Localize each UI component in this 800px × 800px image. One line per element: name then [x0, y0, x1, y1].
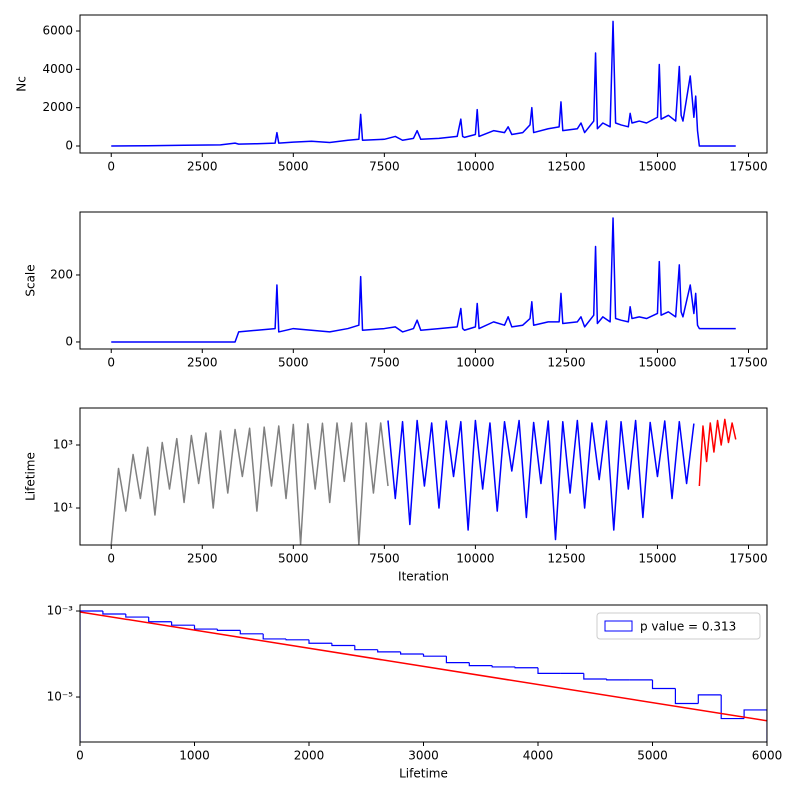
x-tick-label: 7500	[369, 356, 400, 370]
histogram-step	[422, 654, 447, 657]
x-tick-label: 17500	[729, 356, 767, 370]
legend-box	[596, 612, 761, 640]
x-tick-label: 0	[107, 160, 115, 174]
data-line	[387, 419, 695, 541]
x-tick-label: 17500	[729, 552, 767, 566]
y-tick-label: 4000	[42, 62, 73, 76]
y-axis-label: Scale	[24, 264, 38, 296]
x-tick-label: 10000	[456, 356, 494, 370]
x-tick-label: 5000	[637, 749, 668, 763]
x-axis-label: Iteration	[398, 570, 449, 584]
histogram-step	[193, 625, 218, 630]
axes-frame	[79, 211, 768, 350]
histogram-step	[651, 679, 676, 690]
histogram-step	[606, 678, 630, 681]
data-line	[698, 418, 737, 487]
histogram-step	[377, 649, 401, 653]
panel: 0 2500 5000 7500 10000 12500 15000 17500 0 200 Sca…	[24, 211, 768, 370]
y-tick-label: 10³	[53, 438, 73, 452]
x-tick-label: 0	[76, 749, 84, 763]
histogram-step	[239, 630, 264, 635]
histogram-step	[491, 665, 516, 668]
x-tick-label: 12500	[547, 356, 585, 370]
y-axis-label: Nc	[15, 76, 29, 92]
histogram-step	[743, 709, 767, 742]
histogram-step	[125, 614, 149, 618]
histogram-step	[514, 666, 538, 669]
histogram-step	[445, 656, 470, 664]
x-tick-label: 3000	[408, 749, 439, 763]
x-axis-label: Lifetime	[399, 767, 448, 781]
histogram-step	[80, 610, 103, 742]
y-tick-label: 2000	[42, 100, 73, 114]
histogram-step	[537, 667, 561, 674]
x-tick-label: 7500	[369, 160, 400, 174]
y-tick-label: 0	[65, 139, 73, 153]
x-tick-label: 2500	[187, 552, 218, 566]
x-tick-label: 4000	[523, 749, 554, 763]
axes-frame	[79, 407, 768, 546]
plot-area	[110, 418, 737, 545]
legend-patch	[604, 620, 633, 632]
fit-line	[80, 611, 767, 722]
y-tick-label: 10⁻³	[47, 604, 74, 618]
plot-area	[111, 20, 736, 147]
data-line	[111, 20, 736, 147]
x-tick-label: 15000	[638, 552, 676, 566]
histogram-step	[148, 617, 172, 623]
x-tick-label: 1000	[179, 749, 210, 763]
x-tick-label: 7500	[369, 552, 400, 566]
plot-area	[111, 217, 736, 343]
panel: 0 1000 2000 3000 4000 5000 6000 10⁻⁵ 10⁻³ Lifetim…	[47, 604, 783, 781]
histogram-step	[468, 662, 493, 667]
panel: 0 2500 5000 7500 10000 12500 15000 17500 10¹ 10³ L…	[24, 407, 768, 584]
histogram-step	[583, 673, 607, 680]
x-tick-label: 10000	[456, 160, 494, 174]
panel: 0 2500 5000 7500 10000 12500 15000 17500 0 2000 40…	[15, 14, 768, 174]
y-tick-label: 10⁻⁵	[47, 690, 74, 704]
histogram-step	[171, 621, 195, 626]
x-tick-label: 17500	[729, 160, 767, 174]
histogram-step	[331, 643, 355, 647]
x-tick-label: 5000	[278, 356, 309, 370]
histogram-step	[308, 639, 332, 644]
histogram-step	[216, 629, 241, 631]
x-tick-label: 0	[107, 356, 115, 370]
x-tick-label: 0	[107, 552, 115, 566]
axes-frame	[79, 14, 768, 154]
x-tick-label: 15000	[638, 160, 676, 174]
x-tick-label: 5000	[278, 160, 309, 174]
plot-area	[80, 610, 767, 742]
histogram-step	[285, 638, 309, 641]
y-axis-label: Lifetime	[24, 452, 38, 501]
legend-label: p value = 0.313	[640, 620, 736, 634]
x-tick-label: 12500	[547, 552, 585, 566]
histogram-step	[674, 688, 699, 705]
x-tick-label: 5000	[278, 552, 309, 566]
x-tick-label: 2000	[294, 749, 325, 763]
histogram-step	[354, 645, 378, 651]
data-line	[110, 422, 389, 545]
x-tick-label: 12500	[547, 160, 585, 174]
x-tick-label: 2500	[187, 356, 218, 370]
x-tick-label: 6000	[752, 749, 783, 763]
histogram-step	[262, 633, 287, 640]
axes-frame	[79, 604, 768, 743]
data-line	[111, 217, 736, 343]
histogram-step	[400, 651, 424, 655]
x-tick-label: 10000	[456, 552, 494, 566]
y-tick-label: 6000	[42, 23, 73, 37]
y-tick-label: 0	[65, 334, 73, 348]
y-tick-label: 200	[50, 267, 73, 281]
histogram-step	[102, 611, 126, 615]
x-tick-label: 15000	[638, 356, 676, 370]
x-tick-label: 2500	[187, 160, 218, 174]
y-tick-label: 10¹	[53, 501, 73, 515]
histogram-step	[720, 694, 745, 720]
histogram-step	[697, 694, 722, 704]
